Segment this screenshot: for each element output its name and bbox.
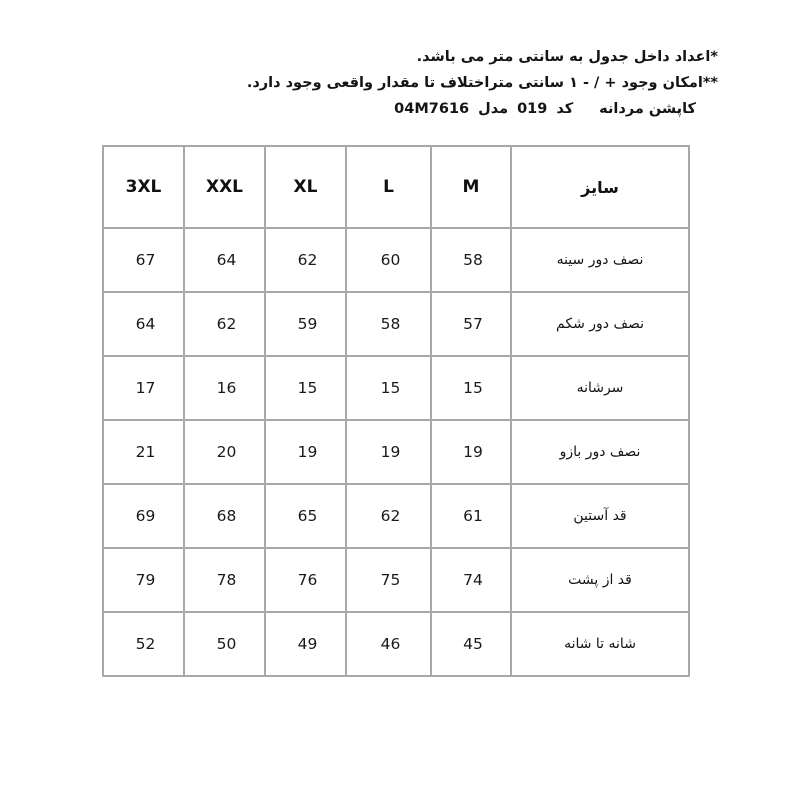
row-label: سرشانه (512, 357, 690, 421)
cell-value: 76 (266, 549, 347, 613)
cell-value: 52 (104, 613, 185, 677)
model-label: مدل (478, 101, 509, 117)
cell-value: 21 (104, 421, 185, 485)
cell-value: 45 (432, 613, 512, 677)
cell-value: 17 (104, 357, 185, 421)
row-label: شانه تا شانه (512, 613, 690, 677)
header-size-xxl: XXL (185, 147, 266, 229)
cell-value: 60 (347, 229, 432, 293)
cell-value: 75 (347, 549, 432, 613)
cell-value: 15 (266, 357, 347, 421)
cell-value: 67 (104, 229, 185, 293)
header-row: سایز M L XL XXL 3XL (104, 147, 690, 229)
cell-value: 15 (432, 357, 512, 421)
cell-value: 78 (185, 549, 266, 613)
cell-value: 46 (347, 613, 432, 677)
table-row: قد آستین 61 62 65 68 69 (104, 485, 690, 549)
cell-value: 19 (266, 421, 347, 485)
cell-value: 19 (347, 421, 432, 485)
header-size-label: سایز (512, 147, 690, 229)
row-label: نصف دور سینه (512, 229, 690, 293)
cell-value: 20 (185, 421, 266, 485)
cell-value: 74 (432, 549, 512, 613)
cell-value: 65 (266, 485, 347, 549)
table-row: قد از پشت 74 75 76 78 79 (104, 549, 690, 613)
table-row: نصف دور بازو 19 19 19 20 21 (104, 421, 690, 485)
cell-value: 64 (185, 229, 266, 293)
cell-value: 79 (104, 549, 185, 613)
cell-value: 61 (432, 485, 512, 549)
product-info-line: کاپشن مردانه کد 019 مدل 04M7616 (58, 96, 718, 123)
cell-value: 68 (185, 485, 266, 549)
product-name: کاپشن مردانه (599, 101, 696, 117)
table-body: نصف دور سینه 58 60 62 64 67 نصف دور شکم … (104, 229, 690, 677)
cell-value: 69 (104, 485, 185, 549)
cell-value: 62 (347, 485, 432, 549)
row-label: نصف دور شکم (512, 293, 690, 357)
code-label: کد (556, 101, 574, 117)
cell-value: 59 (266, 293, 347, 357)
cell-value: 64 (104, 293, 185, 357)
row-label: نصف دور بازو (512, 421, 690, 485)
cell-value: 19 (432, 421, 512, 485)
cell-value: 16 (185, 357, 266, 421)
note-tolerance: **امکان وجود + / - ۱ سانتی متراختلاف تا … (246, 75, 718, 91)
row-label: قد از پشت (512, 549, 690, 613)
cell-value: 62 (185, 293, 266, 357)
table-row: نصف دور سینه 58 60 62 64 67 (104, 229, 690, 293)
header-size-3xl: 3XL (104, 147, 185, 229)
header-size-xl: XL (266, 147, 347, 229)
cell-value: 58 (347, 293, 432, 357)
cell-value: 49 (266, 613, 347, 677)
size-table: سایز M L XL XXL 3XL نصف دور سینه 58 60 6… (102, 145, 690, 677)
cell-value: 15 (347, 357, 432, 421)
note-units: *اعداد داخل جدول به سانتی متر می باشد. (416, 49, 718, 65)
table-header: سایز M L XL XXL 3XL (104, 147, 690, 229)
row-label: قد آستین (512, 485, 690, 549)
header-size-l: L (347, 147, 432, 229)
cell-value: 62 (266, 229, 347, 293)
cell-value: 50 (185, 613, 266, 677)
table-row: شانه تا شانه 45 46 49 50 52 (104, 613, 690, 677)
table-row: نصف دور شکم 57 58 59 62 64 (104, 293, 690, 357)
table-row: سرشانه 15 15 15 16 17 (104, 357, 690, 421)
size-table-container: سایز M L XL XXL 3XL نصف دور سینه 58 60 6… (102, 145, 690, 677)
cell-value: 58 (432, 229, 512, 293)
notes-block: *اعداد داخل جدول به سانتی متر می باشد. *… (58, 44, 718, 123)
code-value: 019 (517, 101, 548, 117)
cell-value: 57 (432, 293, 512, 357)
header-size-m: M (432, 147, 512, 229)
model-value: 04M7616 (394, 101, 470, 117)
